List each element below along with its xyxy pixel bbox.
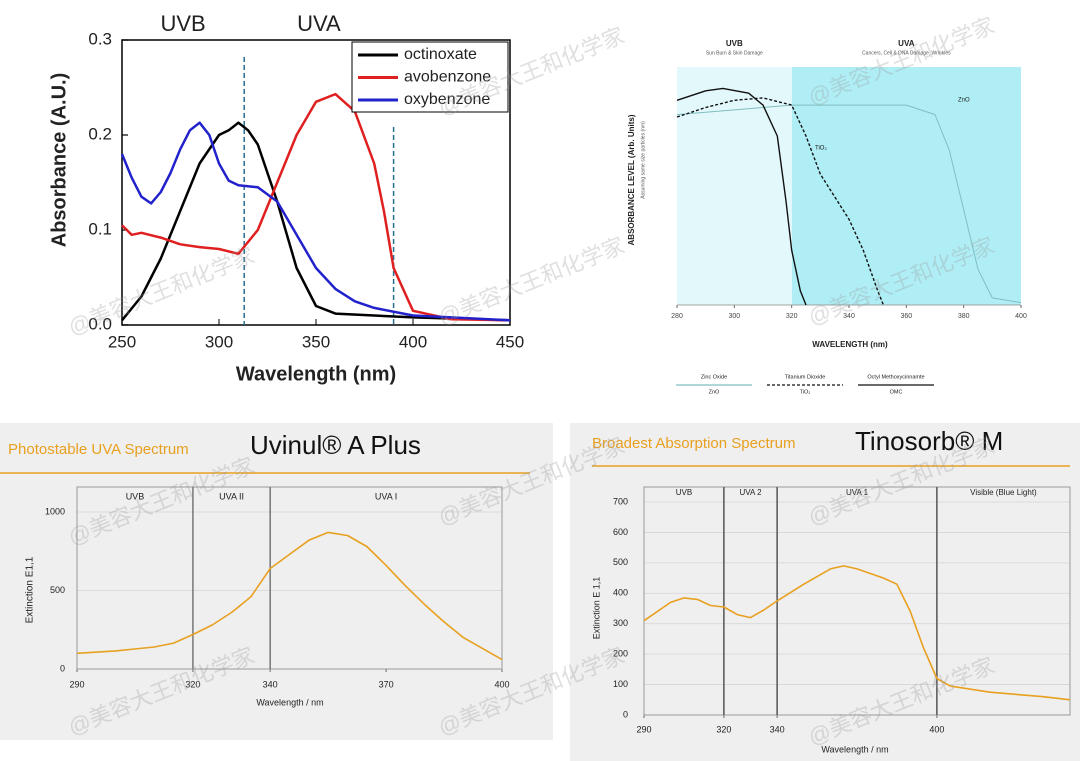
x-tick-label: 400 [399,332,427,351]
uvb-band [677,67,792,305]
legend-label: octinoxate [404,46,477,63]
y-tick-label: 0 [60,663,65,673]
subtitle: Broadest Absorption Spectrum [592,435,795,452]
x-tick-label: 370 [379,679,394,689]
x-tick-label: 350 [302,332,330,351]
legend-label: Titanium Dioxide [785,374,826,380]
y-axis-label: Extinction E1,1 [25,556,36,623]
region-label: Visible (Blue Light) [970,488,1037,497]
x-tick-label: 340 [770,724,785,734]
region-note: Cancers, Cell & DNA Damage, Wrinkles [862,50,951,56]
region-label: UVB [160,11,205,36]
series-label: TiO₂ [815,146,827,152]
y-tick-label: 0 [623,709,628,719]
plot-frame [76,486,503,670]
series-line [121,121,511,322]
x-axis-label: WAVELENGTH (nm) [812,340,888,349]
series-line [676,104,1022,304]
x-tick-label: 300 [205,332,233,351]
panel [570,423,1080,761]
region-label: UVA [297,11,341,36]
y-axis-label: ABSORBANCE LEVEL (Arb. Units) [627,114,636,245]
title: Uvinul® A Plus [250,430,421,460]
y-tick-label: 700 [613,496,628,506]
region-label: UVA [898,39,915,48]
series-line [643,565,1071,701]
region-label: UVA II [219,491,244,501]
x-tick-label: 340 [263,679,278,689]
region-note: Sun Burn & Skin Damage [706,50,763,56]
region-label: UVB [676,488,692,497]
x-tick-label: 380 [958,313,970,320]
uva-band [792,67,1021,305]
legend-abbr: TiO₂ [800,389,811,395]
series-line [121,92,511,322]
x-tick-label: 450 [496,332,524,351]
y-tick-label: 0.3 [88,29,112,48]
region-label: UVA 2 [739,488,762,497]
y-tick-label: 100 [613,679,628,689]
y-axis-label: Extinction E 1,1 [591,577,601,640]
x-tick-label: 320 [185,679,200,689]
y-tick-label: 500 [50,585,65,595]
x-tick-label: 280 [671,313,683,320]
region-label: UVA 1 [846,488,869,497]
series-line [76,531,503,661]
y-tick-label: 1000 [45,506,65,516]
x-axis-label: Wavelength / nm [256,697,323,707]
y-tick-label: 200 [613,649,628,659]
x-tick-label: 290 [69,679,84,689]
y-tick-label: 400 [613,588,628,598]
x-tick-label: 250 [108,332,136,351]
y-tick-label: 300 [613,618,628,628]
y-axis-label: Absorbance (A.U.) [48,73,70,247]
x-tick-label: 400 [494,679,509,689]
plot-frame [121,39,511,326]
x-tick-label: 360 [900,313,912,320]
y-tick-label: 0.2 [88,124,112,143]
subtitle: Photostable UVA Spectrum [8,441,189,458]
legend-abbr: OMC [890,389,903,395]
y-tick-label: 600 [613,527,628,537]
y-axis-note: Assuming same size particles (nm) [640,121,646,199]
panel [0,423,553,740]
x-tick-label: 400 [929,724,944,734]
y-tick-label: 0.0 [88,314,112,333]
x-tick-label: 400 [1015,313,1027,320]
plot-frame [643,486,1071,716]
region-label: UVB [126,491,145,501]
x-tick-label: 320 [716,724,731,734]
y-tick-label: 500 [613,557,628,567]
x-tick-label: 290 [636,724,651,734]
x-tick-label: 320 [786,313,798,320]
series-line [676,97,885,306]
legend-label: avobenzone [404,69,491,86]
x-tick-label: 340 [843,313,855,320]
legend-label: Octyl Methoxycinnamte [867,374,924,380]
legend-label: oxybenzone [404,91,490,108]
x-axis-label: Wavelength / nm [821,744,888,754]
x-tick-label: 300 [728,313,740,320]
x-axis-label: Wavelength (nm) [236,363,396,385]
series-label: ZnO [958,98,970,104]
legend-abbr: ZnO [709,389,720,395]
legend-label: Zinc Oxide [701,374,727,380]
series-line [676,87,807,306]
series-line [120,121,511,322]
region-label: UVB [726,39,743,48]
region-label: UVA I [375,491,397,501]
title: Tinosorb® M [855,426,1003,456]
y-tick-label: 0.1 [88,219,112,238]
